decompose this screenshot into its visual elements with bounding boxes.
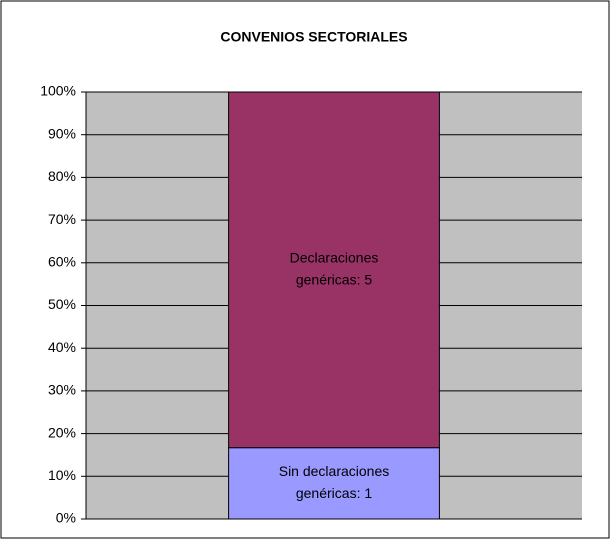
y-tick-label: 80% <box>48 168 76 184</box>
bar-segment <box>228 447 440 520</box>
y-tick-label: 60% <box>48 254 76 270</box>
y-tick-label: 100% <box>40 83 76 99</box>
y-tick-label: 30% <box>48 382 76 398</box>
y-tick-label: 0% <box>56 510 76 526</box>
y-tick-label: 50% <box>48 296 76 312</box>
y-tick-label: 20% <box>48 424 76 440</box>
bar-segment <box>228 91 440 449</box>
y-tick-label: 90% <box>48 125 76 141</box>
data-label: Sin declaraciones <box>279 463 390 479</box>
data-label: genéricas: 5 <box>296 272 372 288</box>
data-label: genéricas: 1 <box>296 485 372 501</box>
y-tick-label: 10% <box>48 467 76 483</box>
y-tick-label: 40% <box>48 339 76 355</box>
data-label: Declaraciones <box>290 250 379 266</box>
y-tick-label: 70% <box>48 211 76 227</box>
chart-title: CONVENIOS SECTORIALES <box>220 29 407 45</box>
